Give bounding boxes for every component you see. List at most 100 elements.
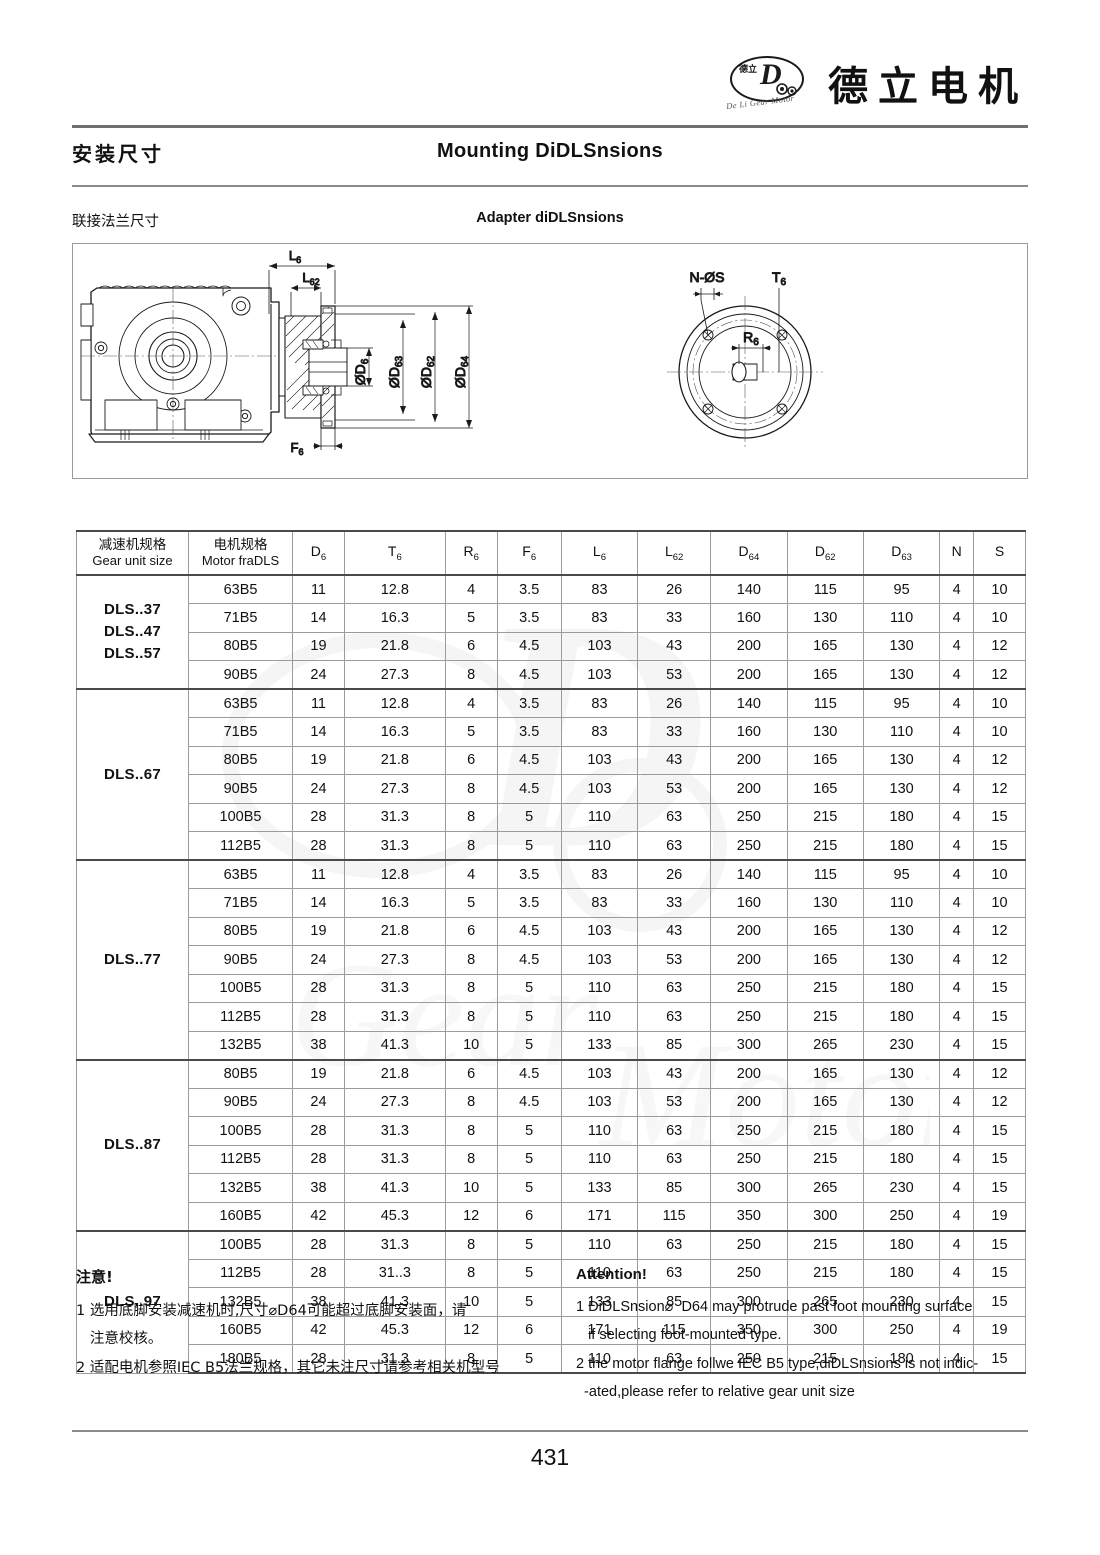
cell-value: 12 [973,1087,1026,1117]
dimension-d62 [432,312,438,422]
cell-motor-frame: 80B5 [188,916,293,946]
cell-value: 110 [862,603,941,633]
cell-value: 15 [973,1030,1026,1060]
cell-value: 115 [637,1201,712,1231]
cell-motor-frame: 71B5 [188,888,293,918]
cell-value: 85 [637,1287,712,1317]
cell-motor-frame: 71B5 [188,717,293,747]
cell-value: 180 [862,1002,941,1032]
table-row: 132B5 38 41.3 10 5 133 85 300 265 230 4 15 [77,1173,1026,1203]
cell-value: 27.3 [343,945,446,975]
cell-motor-frame: 100B5 [188,1116,293,1146]
cell-motor-frame: 112B5 [188,1144,293,1174]
cell-value: 215 [786,802,864,832]
table-row: 71B5 14 16.3 5 3.5 83 33 160 130 110 4 10 [77,717,1026,747]
table-row: 112B5 28 31.3 8 5 110 63 250 215 180 4 15 [77,831,1026,861]
col-header-t6: T6 [343,530,446,576]
cell-motor-frame: 63B5 [188,859,293,889]
cell-value: 4 [939,802,974,832]
table-row: DLS..37 DLS..47 DLS..57 63B5 11 12.8 4 3.5 83 26 1… [76,574,1026,690]
cell-value: 8 [444,973,498,1003]
table-row: 180B5 28 31.3 8 5 110 63 250 215 180 4 15 [77,1344,1026,1374]
col-header-l6: L6 [560,530,639,576]
cell-value: 41.3 [343,1030,446,1060]
cell-value: 28 [292,1144,345,1174]
cell-value: 200 [710,1058,788,1089]
cell-value: 300 [710,1030,788,1060]
col-header-s: S [973,530,1026,576]
cell-value: 130 [862,1058,941,1089]
dimension-d63 [400,320,406,414]
cell-value: 14 [292,603,345,633]
table-row: 71B5 14 16.3 5 3.5 83 33 160 130 110 4 10 [77,603,1026,633]
cell-value: 250 [862,1201,941,1231]
cell-value: 19 [292,631,345,661]
cell-value: 4.5 [496,945,562,975]
cell-value: 160 [710,888,788,918]
cell-value: 6 [444,1058,498,1089]
label-d6: ØD6 [352,358,371,385]
table-row: 100B5 28 31.3 8 5 110 63 250 215 180 4 15 [77,802,1026,832]
table-row: 90B5 24 27.3 8 4.5 103 53 200 165 130 4 12 [77,774,1026,804]
col-header-motor-frame: 电机规格 Motor fraDLS [188,530,293,576]
page-title-cn: 安装尺寸 [72,142,164,166]
cell-value: 250 [710,973,788,1003]
dimensions-table-wrapper: 减速机规格 Gear unit size 电机规格 Motor fraDLS D… [76,530,1026,1374]
cell-motor-frame: 63B5 [188,688,293,718]
header-divider-top [72,125,1028,128]
cell-motor-frame: 132B5 [188,1030,293,1060]
page-number: 431 [530,1444,570,1470]
cell-value: 8 [444,1229,498,1260]
col-header-d6: D6 [292,530,345,576]
cell-value: 130 [786,717,864,747]
cell-value: 19 [973,1201,1026,1231]
cell-value: 5 [496,1144,562,1174]
note-en-1: 1 DiDLSnsion⌀ D64 may protrude past foot… [576,1299,973,1315]
header-divider-bottom [72,185,1028,187]
cell-motor-frame: 100B5 [188,802,293,832]
cell-value: 63 [637,831,712,861]
company-logo-icon: 德立 D De Li Gear Motor [724,52,810,114]
cell-value: 5 [496,973,562,1003]
cell-value: 63 [637,1258,712,1288]
cell-value: 133 [560,1173,639,1203]
cell-value: 12 [973,916,1026,946]
cell-value: 250 [710,802,788,832]
cell-motor-frame: 90B5 [188,1087,293,1117]
cell-value: 130 [862,1087,941,1117]
cell-value: 83 [560,888,639,918]
cell-value: 5 [444,603,498,633]
cell-value: 6 [444,745,498,775]
col-header-l62: L62 [637,530,712,576]
cell-value: 171 [560,1201,639,1231]
cell-value: 3.5 [496,717,562,747]
cell-value: 250 [710,1229,788,1260]
cell-value: 15 [973,1344,1026,1374]
cell-value: 115 [786,688,864,718]
cell-value: 300 [710,1173,788,1203]
table-row: DLS..87 80B5 19 21.8 6 4.5 103 43 200 165 130 4 12 [76,1058,1026,1231]
cell-value: 12.8 [343,574,446,604]
cell-value: 165 [786,631,864,661]
cell-value: 130 [862,916,941,946]
cell-value: 95 [862,574,941,604]
note-en-3: 2 the motor flange follwe IEC B5 type,di… [576,1355,979,1372]
group-label-0: DLS..37 DLS..47 DLS..57 [76,574,189,690]
cell-value: 4 [444,859,498,889]
cell-value: 10 [973,603,1026,633]
cell-value: 4 [939,745,974,775]
cell-value: 130 [862,945,941,975]
cell-value: 3.5 [496,888,562,918]
cell-motor-frame: 80B5 [188,631,293,661]
cell-value: 95 [862,859,941,889]
cell-value: 130 [862,631,941,661]
cell-value: 250 [710,1258,788,1288]
table-row: 90B5 24 27.3 8 4.5 103 53 200 165 130 4 12 [77,660,1026,690]
cell-value: 63 [637,1002,712,1032]
col-header-d63: D63 [862,530,941,576]
cell-value: 110 [560,831,639,861]
cell-value: 8 [444,1144,498,1174]
table-row: 112B5 28 31..3 8 5 110 63 250 215 180 4 15 [77,1258,1026,1288]
group-label-1: DLS..67 [76,688,189,861]
cell-value: 31.3 [343,831,446,861]
